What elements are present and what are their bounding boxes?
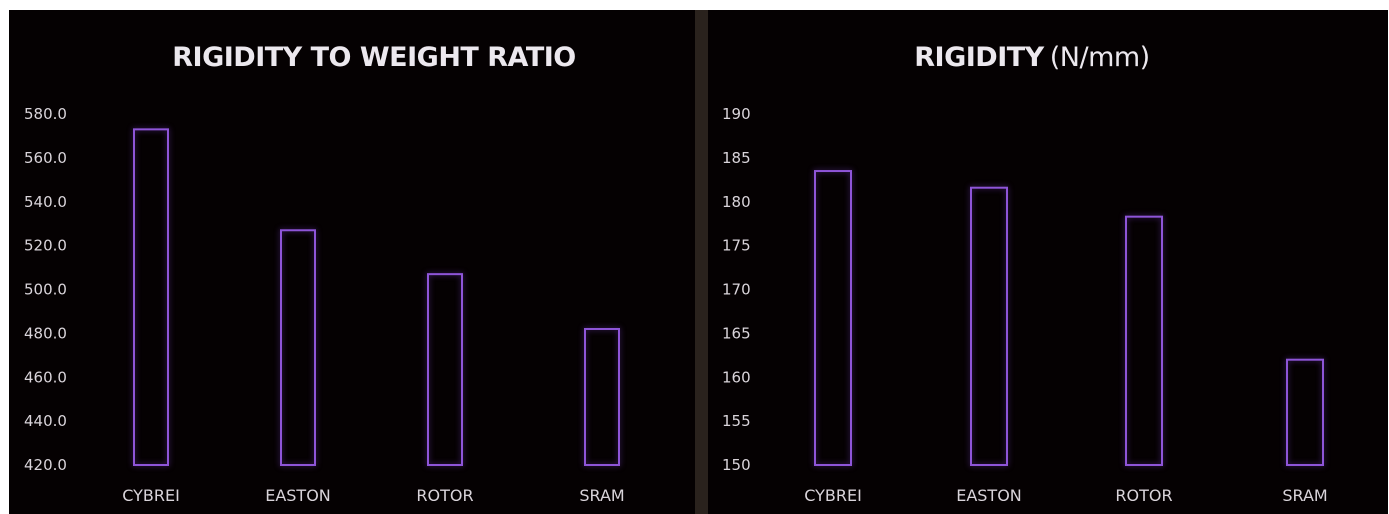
y-tick-label: 160 [722, 368, 751, 386]
chart-title: RIGIDITY [914, 42, 1044, 73]
x-category-label: ROTOR [1115, 486, 1172, 505]
rigidity-to-weight-chart-panel: RIGIDITY TO WEIGHT RATIO 420.0 440.0 460.0… [9, 10, 695, 514]
y-tick-label: 460.0 [24, 368, 67, 386]
bar-easton [970, 186, 1008, 467]
y-tick-label: 440.0 [24, 412, 67, 430]
y-tick-label: 500.0 [24, 281, 67, 299]
bar-sram [1286, 358, 1324, 467]
y-tick-label: 190 [722, 105, 751, 123]
bar-sram [584, 327, 620, 466]
rigidity-chart: RIGIDITY (N/mm) 150 155 160 165 170 175 180 185 1… [722, 42, 1328, 505]
y-tick-label: 560.0 [24, 149, 67, 167]
x-category-label: EASTON [956, 486, 1022, 505]
y-tick-label: 150 [722, 456, 751, 474]
panel-divider [695, 10, 708, 514]
chart-title: RIGIDITY TO WEIGHT RATIO [172, 42, 576, 73]
y-tick-label: 155 [722, 412, 751, 430]
x-category-label: SRAM [579, 486, 624, 505]
bar-easton [280, 229, 316, 466]
chart-title-unit: (N/mm) [1050, 42, 1150, 73]
x-category-label: EASTON [265, 486, 331, 505]
y-tick-label: 420.0 [24, 456, 67, 474]
x-category-label: SRAM [1282, 486, 1327, 505]
y-tick-label: 180 [722, 193, 751, 211]
bar-cybrei [814, 170, 852, 466]
x-category-label: CYBREI [804, 486, 862, 505]
y-tick-label: 540.0 [24, 193, 67, 211]
y-tick-label: 170 [722, 281, 751, 299]
rigidity-chart-panel: RIGIDITY (N/mm) 150 155 160 165 170 175 180 185 1… [708, 10, 1388, 514]
y-tick-label: 165 [722, 324, 751, 342]
chart-title-group: RIGIDITY (N/mm) [914, 42, 1149, 73]
x-category-label: CYBREI [122, 486, 180, 505]
x-category-label: ROTOR [416, 486, 473, 505]
y-tick-label: 520.0 [24, 237, 67, 255]
y-tick-label: 480.0 [24, 324, 67, 342]
y-tick-label: 185 [722, 149, 751, 167]
rigidity-to-weight-chart: RIGIDITY TO WEIGHT RATIO 420.0 440.0 460.0… [24, 42, 625, 505]
bar-rotor [427, 273, 463, 466]
y-tick-label: 175 [722, 237, 751, 255]
y-tick-label: 580.0 [24, 105, 67, 123]
bar-cybrei [133, 128, 169, 466]
bar-rotor [1125, 215, 1163, 466]
